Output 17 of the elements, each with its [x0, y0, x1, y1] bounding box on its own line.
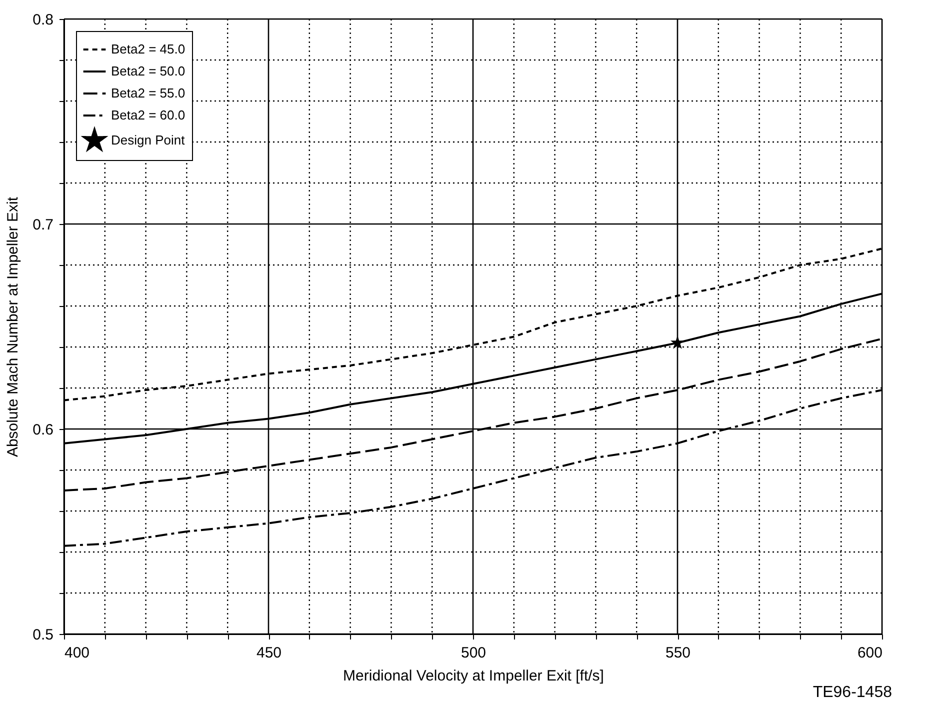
x-tick-label: 450 — [256, 644, 282, 662]
y-tick-label: 0.7 — [32, 216, 54, 234]
legend-label: Beta2 = 55.0 — [111, 86, 186, 100]
x-axis-title: Meridional Velocity at Impeller Exit [ft/s] — [343, 668, 604, 684]
legend-label: Beta2 = 50.0 — [111, 64, 186, 78]
x-tick-label: 600 — [857, 644, 882, 662]
y-tick-label: 0.5 — [32, 626, 54, 644]
y-tick-label: 0.6 — [32, 422, 54, 438]
y-axis-title: Absolute Mach Number at Impeller Exit — [4, 196, 22, 458]
x-tick-label: 500 — [460, 644, 486, 662]
legend-label: Beta2 = 45.0 — [111, 42, 186, 56]
x-tick-label: 550 — [665, 644, 691, 662]
legend-label: Beta2 = 60.0 — [111, 108, 186, 122]
legend-label: Design Point — [111, 132, 186, 148]
x-tick-label: 400 — [64, 644, 90, 662]
text: TE96-1458 — [812, 684, 892, 701]
y-tick-label: 0.8 — [32, 12, 54, 28]
